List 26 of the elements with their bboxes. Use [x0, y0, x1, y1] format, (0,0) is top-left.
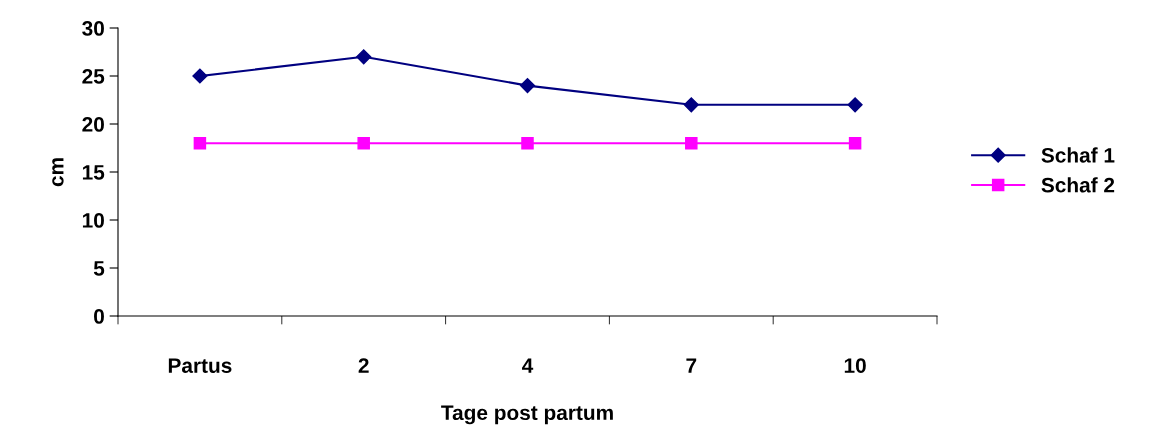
point [847, 97, 863, 113]
x-axis-title: Tage post partum [441, 405, 613, 425]
y-tick-label: 30 [82, 21, 104, 36]
point [519, 78, 536, 94]
point [192, 68, 208, 84]
x-tick-label: 4 [522, 358, 534, 373]
point [848, 136, 862, 150]
point [193, 136, 207, 150]
point [356, 49, 372, 65]
x-tick-label: 10 [844, 358, 866, 373]
y-tick-label: 5 [93, 261, 105, 276]
y-tick-label: 10 [82, 213, 104, 228]
y-tick-label: 0 [94, 309, 104, 324]
y-tick-label: 20 [82, 117, 104, 132]
y-tick-label: 15 [82, 165, 105, 180]
point [683, 97, 699, 113]
legend-label: Schaf 2 [1041, 177, 1115, 193]
legend-label: Schaf 1 [1041, 147, 1115, 163]
x-tick-label: Partus [168, 358, 232, 373]
point [521, 136, 534, 150]
y-tick-label: 25 [82, 69, 105, 84]
point [357, 136, 370, 150]
point [685, 136, 698, 150]
x-tick-label: 7 [686, 358, 697, 373]
y-axis-title: cm [52, 158, 64, 187]
x-tick-label: 2 [358, 358, 369, 373]
